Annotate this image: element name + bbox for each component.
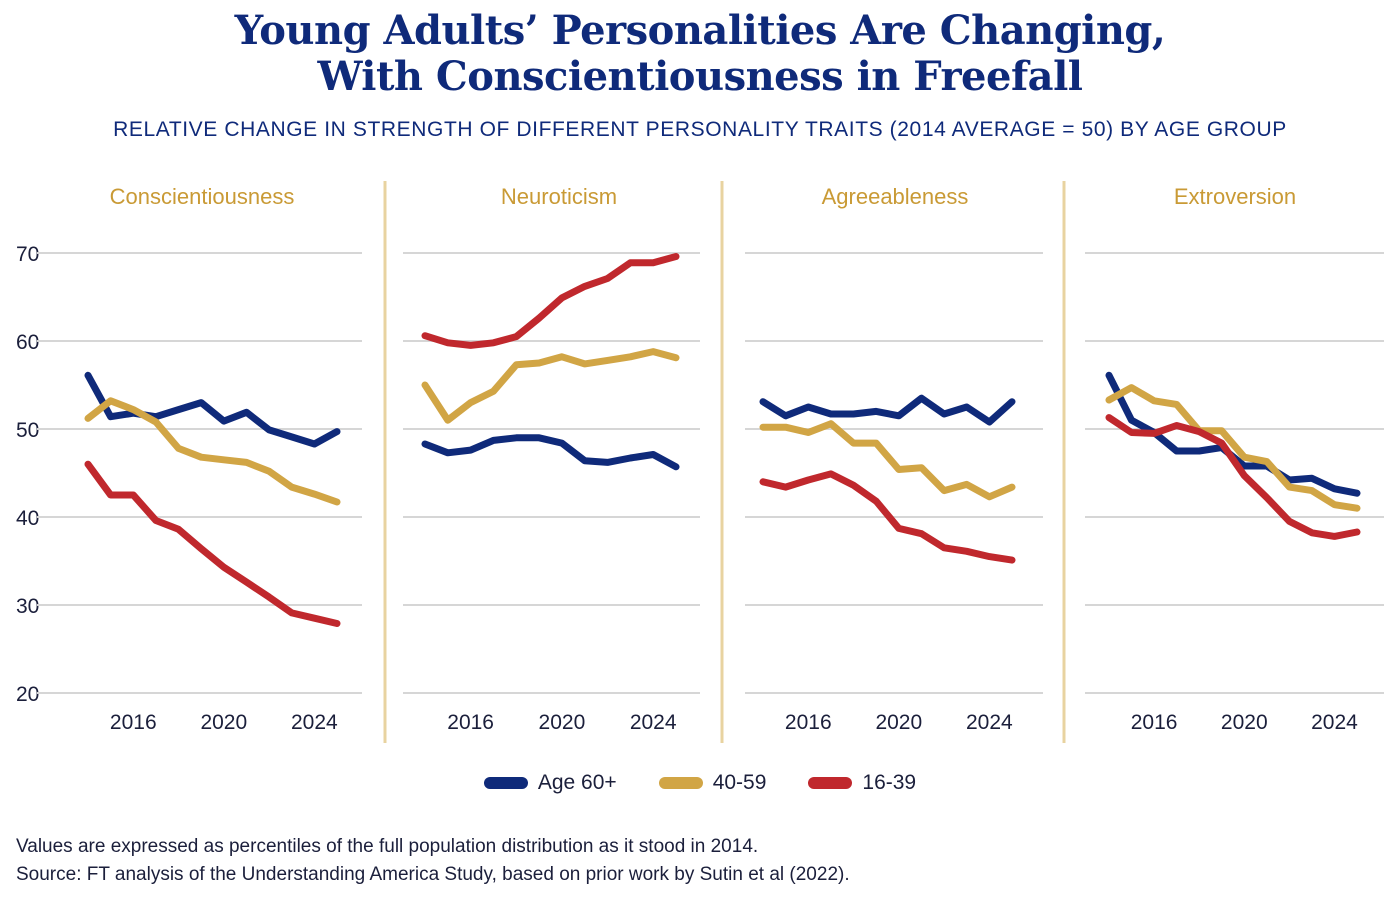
footer-note: Values are expressed as percentiles of t… [16,836,759,857]
series-line-age40 [1105,384,1361,512]
series-line-age60 [759,394,1016,426]
legend-label-age60: Age 60+ [537,771,617,794]
legend-item-age40: 40-59 [658,771,767,795]
legend-label-age40: 40-59 [712,771,767,794]
chart-subtitle: RELATIVE CHANGE IN STRENGTH OF DIFFERENT… [113,118,1287,141]
legend-swatch-age16 [808,777,853,789]
panel-title: Extroversion [1174,184,1296,209]
y-tick-label: 70 [16,243,39,266]
x-tick-label: 2020 [539,711,586,734]
legend-item-age16: 16-39 [808,771,916,795]
legend: Age 60+ 40-59 16-39 [0,771,1400,795]
x-tick-label: 2024 [630,711,677,734]
legend-label-age16: 16-39 [862,771,917,794]
legend-item-age60: Age 60+ [483,771,617,795]
x-tick-label: 2016 [1131,711,1178,734]
y-tick-label: 20 [16,683,39,706]
chart-title-line-1: Young Adults’ Personalities Are Changing… [234,7,1166,54]
series-line-age40 [759,420,1016,501]
series-line-age40 [421,348,680,424]
x-tick-label: 2024 [966,711,1013,734]
series-line-age60 [84,371,341,448]
x-tick-label: 2024 [1311,711,1358,734]
panel-title: Agreeableness [822,184,969,209]
panel-title: Neuroticism [501,184,617,209]
x-tick-label: 2016 [110,711,157,734]
x-tick-label: 2020 [1221,711,1268,734]
x-tick-label: 2024 [291,711,338,734]
chart-title: Young Adults’ Personalities Are Changing… [0,8,1400,100]
panel-title: Conscientiousness [110,184,295,209]
legend-swatch-age40 [658,777,703,789]
x-tick-label: 2016 [447,711,494,734]
footer: Values are expressed as percentiles of t… [16,833,850,889]
y-tick-label: 50 [16,419,39,442]
x-tick-label: 2016 [785,711,832,734]
footer-source: Source: FT analysis of the Understanding… [16,864,850,885]
series-line-age40 [84,397,341,506]
series-line-age16 [421,253,680,349]
y-tick-label: 30 [16,595,39,618]
series-line-age16 [759,470,1016,564]
series-line-age16 [84,460,341,627]
x-tick-label: 2020 [200,711,247,734]
series-line-age16 [1105,414,1361,540]
series-line-age60 [421,434,680,471]
chart-title-line-2: With Conscientiousness in Freefall [317,53,1083,100]
x-tick-label: 2020 [875,711,922,734]
y-tick-label: 60 [16,331,39,354]
y-tick-label: 40 [16,507,39,530]
legend-swatch-age60 [483,777,528,789]
